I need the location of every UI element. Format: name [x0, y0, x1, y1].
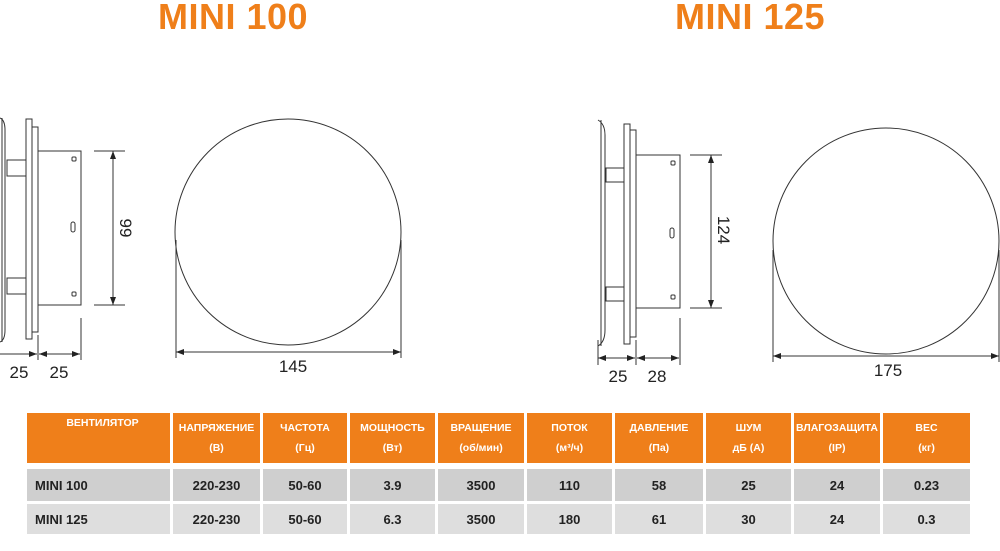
table-cell: 220-230: [173, 469, 260, 501]
depth-a-label-mini-100: 25: [10, 363, 29, 382]
column-header: НАПРЯЖЕНИЕ (В): [173, 413, 260, 463]
column-header-line: (об/мин): [459, 442, 503, 454]
table-cell: 110: [527, 469, 612, 501]
title-mini-100: MINI 100: [157, 0, 309, 37]
column-header: ШУМ дБ (А): [706, 413, 791, 463]
column-header: ВРАЩЕНИЕ (об/мин): [438, 413, 524, 463]
table-cell: MINI 100: [27, 469, 170, 501]
table-cell: 0.3: [883, 504, 970, 534]
table-cell: 6.3: [350, 504, 435, 534]
table-cell: 180: [527, 504, 612, 534]
column-header-line: НАПРЯЖЕНИЕ: [178, 422, 255, 434]
diameter-label-mini-125: 175: [874, 361, 902, 380]
table-cell: 3.9: [350, 469, 435, 501]
front-view-mini-100: [174, 118, 402, 358]
title-mini-125: MINI 125: [674, 0, 826, 37]
side-view-mini-125: [597, 119, 722, 365]
column-header: ВЕНТИЛЯТОР: [27, 413, 170, 463]
column-header-line: ВРАЩЕНИЕ: [450, 422, 512, 434]
column-header-line: (В): [209, 442, 224, 454]
table-cell: 50-60: [263, 504, 347, 534]
column-header-line: МОЩНОСТЬ: [360, 422, 425, 434]
column-header-line: (IP): [828, 442, 846, 454]
column-header-line: (кг): [918, 442, 935, 454]
column-header-line: ВЛАГОЗАЩИТА: [796, 422, 878, 434]
table-cell: 24: [794, 469, 880, 501]
column-header: ВЕС (кг): [883, 413, 970, 463]
column-header-line: ВЕС: [915, 422, 938, 434]
table-cell: 61: [615, 504, 703, 534]
column-header-line: ВЕНТИЛЯТОР: [66, 417, 139, 429]
table-cell: 30: [706, 504, 791, 534]
column-header: ЧАСТОТА (Гц): [263, 413, 347, 463]
column-header-line: ЧАСТОТА: [280, 422, 330, 434]
column-header-line: дБ (А): [732, 442, 765, 454]
height-label-mini-125: 124: [714, 216, 733, 244]
column-header-line: ШУМ: [735, 422, 762, 434]
column-header-line: ДАВЛЕНИЕ: [629, 422, 689, 434]
column-header-line: (м³/ч): [555, 442, 584, 454]
column-header-line: (Вт): [382, 442, 403, 454]
depth-b-label-mini-125: 28: [648, 367, 667, 386]
column-header-line: (Па): [648, 442, 670, 454]
table-cell: 0.23: [883, 469, 970, 501]
diameter-label-mini-100: 145: [279, 357, 307, 376]
table-cell: 220-230: [173, 504, 260, 534]
table-cell: 3500: [438, 504, 524, 534]
column-header-line: (Гц): [295, 442, 315, 454]
table-cell: 25: [706, 469, 791, 501]
side-view-mini-100: [0, 117, 125, 360]
table-cell: 24: [794, 504, 880, 534]
height-label-mini-100: 99: [116, 219, 135, 238]
table-cell: 50-60: [263, 469, 347, 501]
column-header: ДАВЛЕНИЕ (Па): [615, 413, 703, 463]
table-cell: 58: [615, 469, 703, 501]
column-header-line: ПОТОК: [551, 422, 588, 434]
depth-a-label-mini-125: 25: [609, 367, 628, 386]
table-cell: 3500: [438, 469, 524, 501]
technical-drawings: 99 25 25 145 124 25 28 175: [0, 117, 1000, 386]
column-header: ПОТОК (м³/ч): [527, 413, 612, 463]
front-view-mini-125: [772, 127, 1000, 362]
table-cell: MINI 125: [27, 504, 170, 534]
column-header: ВЛАГОЗАЩИТА (IP): [794, 413, 880, 463]
depth-b-label-mini-100: 25: [50, 363, 69, 382]
column-header: МОЩНОСТЬ (Вт): [350, 413, 435, 463]
